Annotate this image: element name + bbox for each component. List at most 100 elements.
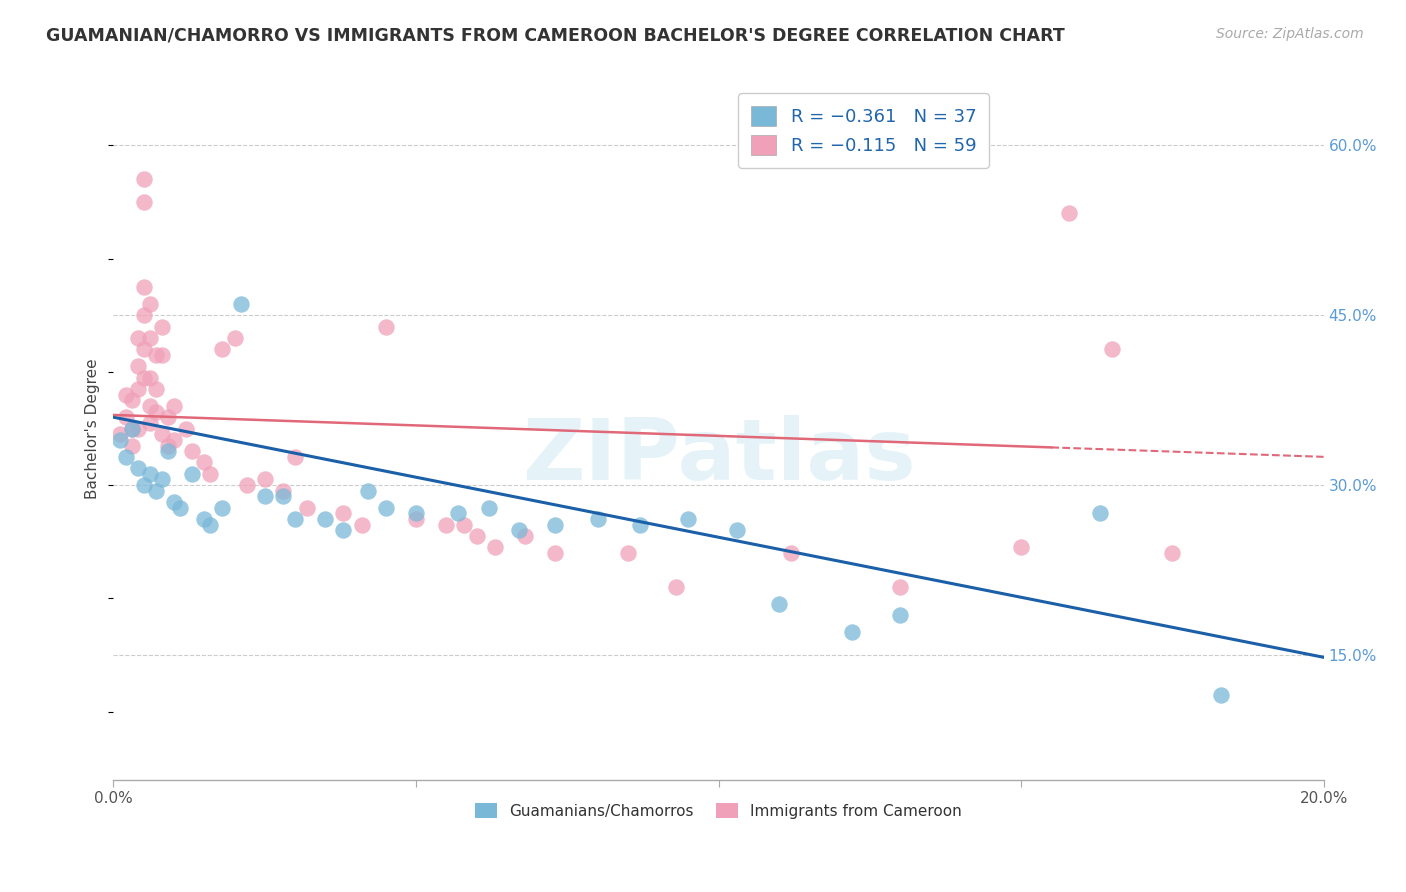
Point: [108, 427, 131, 442]
Point: [513, 529, 536, 543]
Point: [139, 399, 162, 413]
Point: [350, 517, 373, 532]
Point: [617, 546, 640, 560]
Point: [181, 467, 204, 481]
Point: [114, 450, 136, 464]
Point: [374, 319, 396, 334]
Point: [139, 370, 162, 384]
Point: [1010, 541, 1032, 555]
Point: [121, 438, 143, 452]
Point: [121, 393, 143, 408]
Point: [1059, 206, 1081, 220]
Point: [163, 495, 186, 509]
Point: [295, 500, 318, 515]
Point: [889, 580, 911, 594]
Point: [169, 500, 191, 515]
Point: [271, 490, 294, 504]
Point: [374, 500, 396, 515]
Point: [139, 467, 162, 481]
Point: [150, 473, 173, 487]
Point: [174, 421, 197, 435]
Point: [284, 512, 307, 526]
Point: [200, 467, 222, 481]
Point: [1161, 546, 1184, 560]
Point: [127, 461, 149, 475]
Text: ZIPatlas: ZIPatlas: [522, 415, 915, 498]
Y-axis label: Bachelor's Degree: Bachelor's Degree: [86, 359, 100, 499]
Point: [132, 308, 155, 322]
Point: [508, 524, 530, 538]
Point: [156, 410, 179, 425]
Point: [356, 483, 378, 498]
Point: [253, 473, 276, 487]
Point: [678, 512, 700, 526]
Point: [114, 387, 136, 401]
Text: Source: ZipAtlas.com: Source: ZipAtlas.com: [1216, 27, 1364, 41]
Point: [139, 297, 162, 311]
Point: [132, 172, 155, 186]
Point: [139, 416, 162, 430]
Point: [434, 517, 457, 532]
Point: [145, 382, 167, 396]
Point: [193, 455, 215, 469]
Point: [768, 597, 790, 611]
Point: [127, 331, 149, 345]
Point: [332, 524, 354, 538]
Point: [145, 348, 167, 362]
Point: [889, 608, 911, 623]
Point: [478, 500, 501, 515]
Point: [484, 541, 506, 555]
Point: [405, 512, 427, 526]
Point: [725, 524, 748, 538]
Point: [150, 427, 173, 442]
Point: [314, 512, 336, 526]
Point: [127, 421, 149, 435]
Point: [121, 421, 143, 435]
Point: [132, 194, 155, 209]
Point: [132, 478, 155, 492]
Point: [121, 421, 143, 435]
Point: [211, 343, 233, 357]
Point: [139, 331, 162, 345]
Point: [271, 483, 294, 498]
Point: [841, 625, 863, 640]
Point: [586, 512, 609, 526]
Point: [1101, 343, 1123, 357]
Point: [1209, 688, 1232, 702]
Point: [284, 450, 307, 464]
Point: [132, 280, 155, 294]
Point: [145, 483, 167, 498]
Point: [108, 433, 131, 447]
Point: [132, 343, 155, 357]
Point: [465, 529, 488, 543]
Point: [224, 331, 246, 345]
Point: [114, 410, 136, 425]
Point: [447, 507, 470, 521]
Point: [156, 444, 179, 458]
Point: [163, 433, 186, 447]
Point: [1088, 507, 1111, 521]
Point: [150, 319, 173, 334]
Text: GUAMANIAN/CHAMORRO VS IMMIGRANTS FROM CAMEROON BACHELOR'S DEGREE CORRELATION CHA: GUAMANIAN/CHAMORRO VS IMMIGRANTS FROM CA…: [46, 27, 1066, 45]
Point: [780, 546, 803, 560]
Point: [235, 478, 257, 492]
Point: [127, 382, 149, 396]
Point: [253, 490, 276, 504]
Point: [200, 517, 222, 532]
Point: [127, 359, 149, 374]
Point: [163, 399, 186, 413]
Point: [405, 507, 427, 521]
Point: [193, 512, 215, 526]
Point: [544, 517, 567, 532]
Point: [453, 517, 475, 532]
Point: [156, 438, 179, 452]
Point: [145, 404, 167, 418]
Point: [229, 297, 252, 311]
Point: [665, 580, 688, 594]
Point: [332, 507, 354, 521]
Point: [211, 500, 233, 515]
Point: [544, 546, 567, 560]
Legend: Guamanians/Chamorros, Immigrants from Cameroon: Guamanians/Chamorros, Immigrants from Ca…: [470, 797, 967, 824]
Point: [181, 444, 204, 458]
Point: [628, 517, 651, 532]
